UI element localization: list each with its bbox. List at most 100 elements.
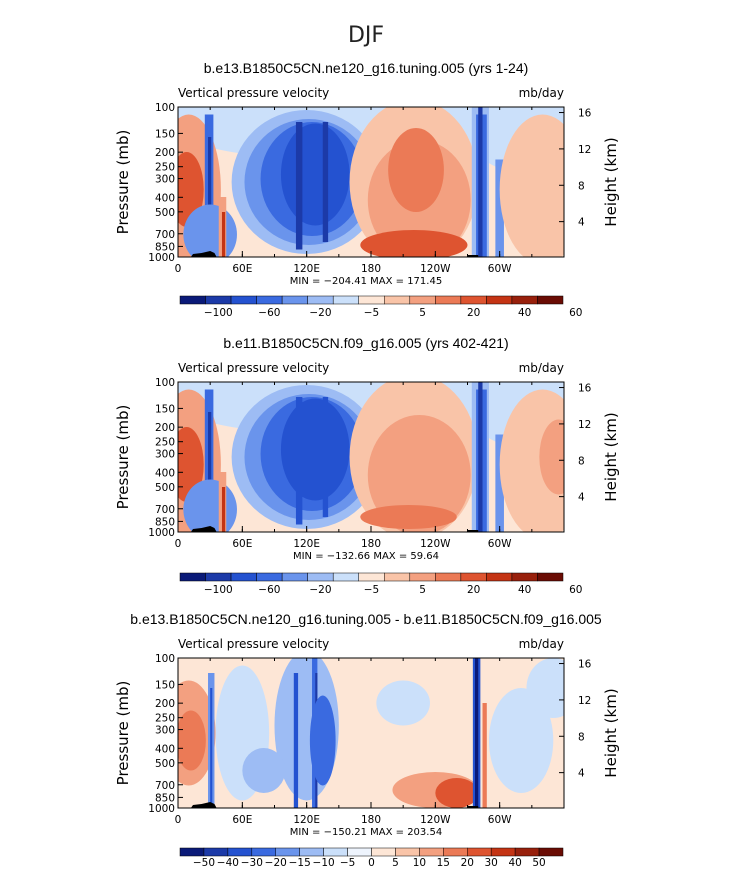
y-tick-label: 850 bbox=[155, 241, 175, 253]
colorbar-label: 40 bbox=[518, 307, 531, 319]
x-tick-label: 180 bbox=[361, 814, 381, 826]
panels: b.e13.B1850C5CN.ne120_g16.tuning.005 (yr… bbox=[114, 60, 620, 869]
colorbar-swatch bbox=[256, 295, 283, 305]
atlantic-warm bbox=[499, 114, 564, 257]
y-right-tick-label: 4 bbox=[578, 492, 585, 504]
blue-column-core bbox=[208, 412, 212, 532]
y-tick-label: 100 bbox=[155, 653, 175, 665]
colorbar-label: −5 bbox=[364, 307, 379, 319]
units-label: mb/day bbox=[519, 361, 564, 375]
y-tick-label: 200 bbox=[155, 147, 175, 159]
colorbar-swatch bbox=[179, 295, 206, 305]
warm-column-core bbox=[221, 212, 226, 257]
panel-title: b.e11.B1850C5CN.f09_g16.005 (yrs 402-421… bbox=[223, 335, 508, 351]
y-right-tick-label: 16 bbox=[578, 383, 592, 395]
colorbar-label: −10 bbox=[313, 857, 335, 869]
colorbar-label: 10 bbox=[413, 857, 426, 869]
y-tick-label: 150 bbox=[155, 128, 175, 140]
ascent-column bbox=[295, 122, 303, 250]
colorbar-swatch bbox=[230, 572, 257, 582]
colorbar-swatch bbox=[256, 572, 283, 582]
warm-column-core bbox=[221, 487, 226, 532]
panel-title: b.e13.B1850C5CN.ne120_g16.tuning.005 (yr… bbox=[204, 60, 529, 76]
colorbar-label: −15 bbox=[289, 857, 311, 869]
americas-ascent-east bbox=[495, 434, 504, 532]
colorbar-swatch bbox=[538, 847, 564, 857]
colorbar-swatch bbox=[460, 572, 487, 582]
colorbar-swatch bbox=[358, 295, 385, 305]
y-axis-title: Pressure (mb) bbox=[114, 681, 132, 786]
y-tick-label: 500 bbox=[155, 482, 175, 494]
variable-label: Vertical pressure velocity bbox=[178, 361, 329, 375]
colorbar-swatch bbox=[460, 295, 487, 305]
variable-label: Vertical pressure velocity bbox=[178, 86, 329, 100]
colorbar-swatch bbox=[395, 847, 420, 857]
colorbar-swatch bbox=[486, 295, 513, 305]
colorbar-swatch bbox=[203, 847, 229, 857]
colorbar-swatch bbox=[467, 847, 492, 857]
y-tick-label: 700 bbox=[155, 780, 175, 792]
colorbar-swatch bbox=[371, 847, 396, 857]
panel-2: b.e11.B1850C5CN.f09_g16.005 (yrs 402-421… bbox=[114, 335, 620, 596]
y-tick-label: 400 bbox=[155, 743, 175, 755]
diff-low-warm-core bbox=[435, 778, 479, 808]
colorbar-label: 50 bbox=[532, 857, 545, 869]
x-tick-label: 120W bbox=[420, 263, 451, 275]
colorbar-swatch bbox=[281, 572, 308, 582]
units-label: mb/day bbox=[519, 637, 564, 651]
colorbar-label: 40 bbox=[508, 857, 521, 869]
field bbox=[178, 107, 564, 257]
y-tick-label: 150 bbox=[155, 403, 175, 415]
diff-column bbox=[293, 673, 299, 808]
y-axis-title-right: Height (km) bbox=[602, 137, 620, 226]
colorbar-label: −30 bbox=[241, 857, 263, 869]
min-max-text: MIN = −204.41 MAX = 171.45 bbox=[290, 276, 442, 287]
diff-americas-red bbox=[482, 703, 487, 808]
descent-low-core bbox=[360, 230, 468, 257]
x-tick-label: 180 bbox=[361, 538, 381, 550]
x-tick-label: 60E bbox=[232, 263, 252, 275]
y-tick-label: 850 bbox=[155, 792, 175, 804]
x-tick-label: 120W bbox=[420, 538, 451, 550]
colorbar-swatch bbox=[281, 295, 308, 305]
colorbar-swatch bbox=[384, 572, 411, 582]
variable-label: Vertical pressure velocity bbox=[178, 637, 329, 651]
colorbar-swatch bbox=[409, 295, 436, 305]
panel-3: b.e13.B1850C5CN.ne120_g16.tuning.005 - b… bbox=[114, 611, 620, 869]
colorbar-label: −60 bbox=[258, 584, 280, 596]
colorbar-swatch bbox=[435, 295, 462, 305]
y-right-tick-label: 8 bbox=[578, 731, 585, 743]
y-tick-label: 700 bbox=[155, 229, 175, 241]
y-tick-label: 400 bbox=[155, 467, 175, 479]
topography bbox=[467, 255, 479, 257]
colorbar-swatch bbox=[443, 847, 468, 857]
colorbar-label: −20 bbox=[265, 857, 287, 869]
colorbar-label: −20 bbox=[309, 307, 331, 319]
y-right-tick-label: 12 bbox=[578, 419, 591, 431]
y-tick-label: 200 bbox=[155, 698, 175, 710]
y-tick-label: 850 bbox=[155, 516, 175, 528]
atlantic-warm-core bbox=[539, 419, 564, 495]
colorbar-label: 5 bbox=[392, 857, 399, 869]
colorbar-swatch bbox=[299, 847, 324, 857]
y-tick-label: 300 bbox=[155, 449, 175, 461]
colorbar-swatch bbox=[275, 847, 300, 857]
colorbar-swatch bbox=[409, 572, 436, 582]
colorbar-label: 20 bbox=[467, 584, 480, 596]
y-tick-label: 500 bbox=[155, 207, 175, 219]
y-tick-label: 100 bbox=[155, 102, 175, 114]
y-tick-label: 500 bbox=[155, 758, 175, 770]
y-tick-label: 150 bbox=[155, 679, 175, 691]
colorbar-swatch bbox=[307, 295, 334, 305]
diff-light-blue-upper bbox=[376, 680, 430, 726]
diff-cell bbox=[242, 748, 286, 793]
colorbar-swatch bbox=[435, 572, 462, 582]
atlantic-warm bbox=[499, 389, 564, 532]
colorbar-label: −40 bbox=[217, 857, 239, 869]
min-max-text: MIN = −132.66 MAX = 59.64 bbox=[293, 551, 439, 562]
colorbar-swatch bbox=[230, 295, 257, 305]
colorbar-swatch bbox=[227, 847, 253, 857]
colorbar-swatch bbox=[358, 572, 385, 582]
americas-ascent-core bbox=[478, 382, 483, 532]
